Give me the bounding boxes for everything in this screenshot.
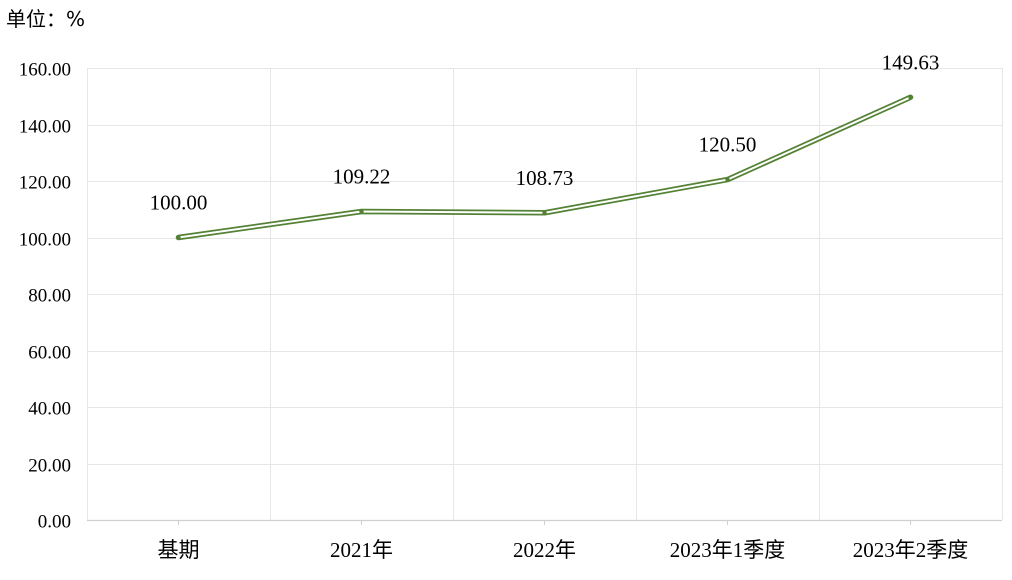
y-axis-ticks: 0.00 20.00 40.00 60.00 80.00 100.00 120.00 140.… <box>19 60 71 533</box>
x-tick-label: 2023年2季度 <box>853 538 969 562</box>
data-label: 108.73 <box>516 166 574 190</box>
data-label-layer: 100.00 109.22 108.73 120.50 149.63 <box>150 50 940 214</box>
series-layer <box>175 94 914 241</box>
y-tick-label: 0.00 <box>38 512 71 533</box>
x-tick-label: 2023年1季度 <box>670 538 786 562</box>
data-label: 100.00 <box>150 191 208 215</box>
data-point <box>908 95 913 100</box>
x-tick-label: 2022年 <box>513 538 576 562</box>
y-tick-label: 80.00 <box>28 286 71 307</box>
y-tick-label: 160.00 <box>19 60 71 81</box>
y-tick-label: 140.00 <box>19 117 71 138</box>
y-tick-label: 100.00 <box>19 230 71 251</box>
data-label: 120.50 <box>699 133 757 157</box>
data-label: 149.63 <box>882 50 940 74</box>
data-point <box>542 210 547 216</box>
x-tick-label: 基期 <box>158 538 200 562</box>
x-tick-label: 2021年 <box>330 538 393 562</box>
y-tick-label: 20.00 <box>28 456 71 477</box>
data-point <box>359 209 364 214</box>
data-point <box>176 235 181 240</box>
y-tick-label: 60.00 <box>28 343 71 364</box>
y-tick-label: 40.00 <box>28 399 71 420</box>
x-axis: 基期 2021年 2022年 2023年1季度 2023年2季度 <box>87 519 1002 562</box>
data-label: 109.22 <box>333 164 391 188</box>
data-point <box>725 177 730 182</box>
unit-label: 单位：% <box>6 7 85 31</box>
grid-layer <box>87 68 1003 520</box>
y-tick-label: 120.00 <box>19 173 71 194</box>
